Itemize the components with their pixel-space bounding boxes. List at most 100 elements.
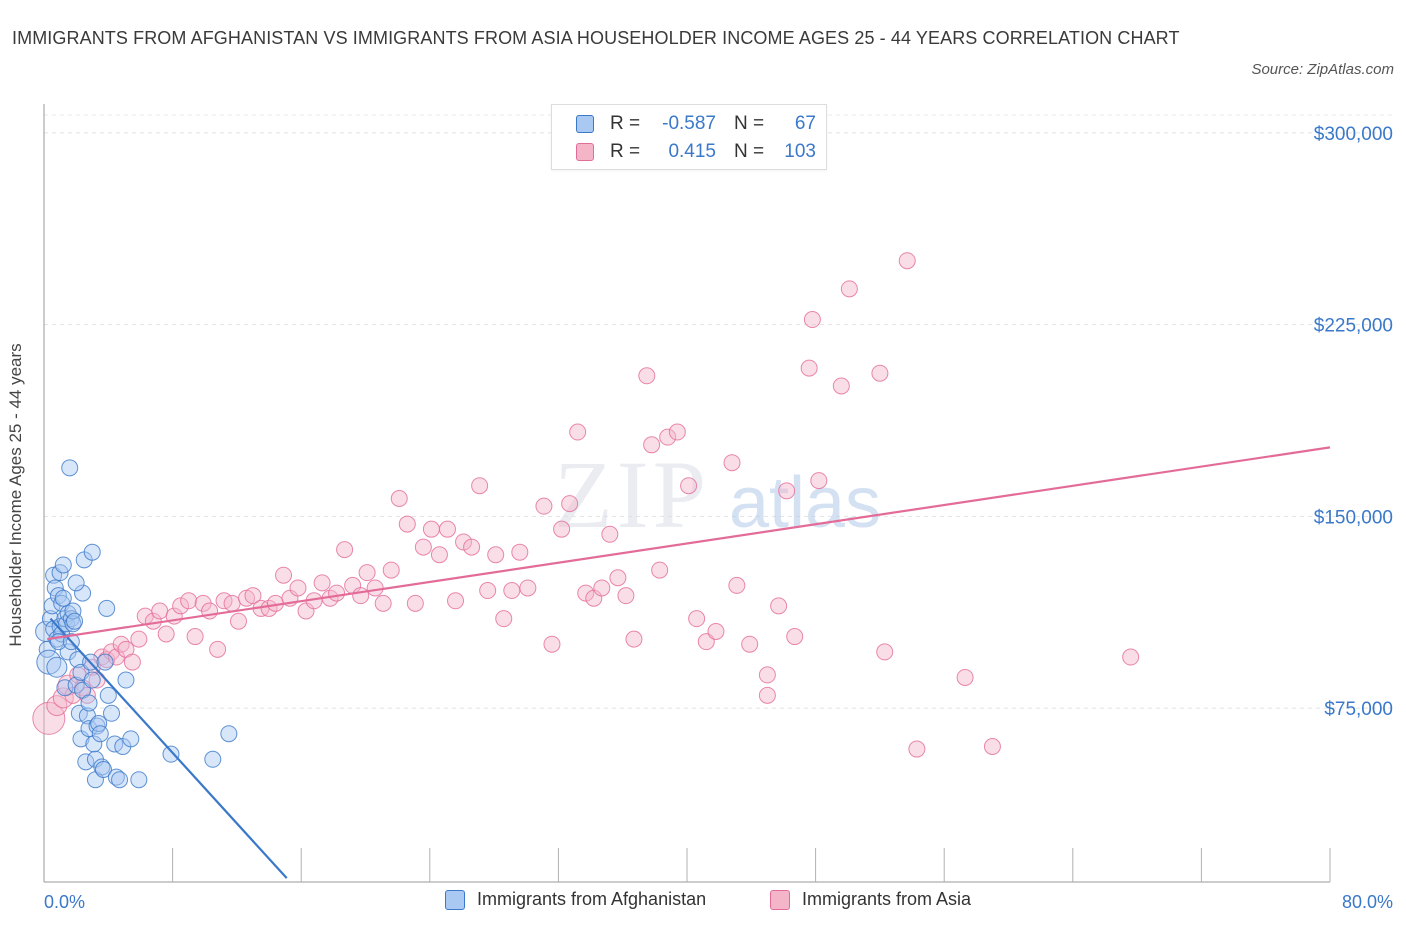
point-asia — [643, 436, 661, 454]
swatch-afghanistan — [576, 115, 594, 133]
point-asia — [786, 628, 804, 646]
point-asia — [223, 594, 241, 612]
point-asia — [601, 525, 619, 543]
point-afghanistan — [96, 653, 114, 671]
point-asia — [230, 612, 248, 630]
point-afghanistan — [93, 758, 111, 776]
point-asia — [535, 497, 553, 515]
point-asia — [209, 640, 227, 658]
point-afghanistan — [98, 599, 116, 617]
point-asia — [511, 543, 529, 561]
n-label: N = — [734, 141, 765, 162]
point-afghanistan — [54, 556, 72, 574]
point-asia — [463, 538, 481, 556]
legend-label-asia: Immigrants from Asia — [802, 889, 972, 909]
point-afghanistan — [91, 725, 109, 743]
point-asia — [479, 582, 497, 600]
n-label: N = — [734, 113, 765, 134]
point-asia — [840, 280, 858, 298]
point-asia — [186, 628, 204, 646]
point-afghanistan — [130, 771, 148, 789]
point-asia — [577, 584, 595, 602]
legend-item-asia[interactable]: Immigrants from Asia — [770, 889, 971, 910]
point-asia — [336, 541, 354, 559]
r-label: R = — [610, 113, 641, 134]
point-asia — [680, 477, 698, 495]
point-asia — [487, 546, 505, 564]
point-asia — [638, 367, 656, 385]
watermark-zip: ZIP — [554, 441, 710, 548]
point-asia — [593, 579, 611, 597]
point-asia — [328, 584, 346, 602]
point-asia — [609, 569, 627, 587]
point-asia — [289, 579, 307, 597]
n-value-afghanistan: 67 — [794, 113, 816, 134]
r-value-afghanistan: -0.587 — [662, 113, 716, 134]
point-afghanistan — [117, 671, 135, 689]
point-asia — [625, 630, 643, 648]
chart-title: IMMIGRANTS FROM AFGHANISTAN VS IMMIGRANT… — [12, 28, 1180, 48]
point-afghanistan — [66, 612, 84, 630]
stats-row-afghanistan: R = -0.587 N = 67 — [576, 112, 816, 136]
point-asia — [800, 359, 818, 377]
y-tick-labels: $75,000 $150,000 $225,000 $300,000 — [1314, 124, 1393, 720]
legend-swatch-asia — [770, 889, 790, 910]
point-afghanistan — [77, 753, 95, 771]
point-asia — [447, 592, 465, 610]
point-afghanistan — [162, 745, 180, 763]
point-afghanistan — [46, 656, 68, 678]
trend-lines — [47, 446, 1331, 879]
series-asia — [32, 252, 1140, 758]
x-tick-label-min: 0.0% — [44, 892, 85, 912]
legend-swatch-afghanistan — [445, 889, 465, 910]
swatch-asia — [576, 143, 594, 161]
y-tick-label: $225,000 — [1314, 316, 1393, 337]
point-asia — [832, 377, 850, 395]
point-asia — [366, 579, 384, 597]
legend-item-afghanistan[interactable]: Immigrants from Afghanistan — [445, 889, 706, 910]
point-afghanistan — [103, 704, 121, 722]
point-asia — [130, 630, 148, 648]
point-asia — [93, 648, 111, 666]
point-asia — [374, 594, 392, 612]
point-afghanistan — [85, 735, 103, 753]
point-asia — [455, 533, 473, 551]
trend-line-afghanistan — [49, 617, 288, 879]
point-asia — [803, 311, 821, 329]
point-asia — [495, 610, 513, 628]
stats-legend: R = -0.587 N = 67 R = 0.415 N = 103 — [551, 104, 827, 170]
point-asia — [778, 482, 796, 500]
point-asia — [810, 472, 828, 490]
point-afghanistan — [122, 730, 140, 748]
point-asia — [414, 538, 432, 556]
series-legend: Immigrants from Afghanistan Immigrants f… — [0, 889, 1406, 915]
point-asia — [390, 490, 408, 507]
point-asia — [438, 520, 456, 538]
point-asia — [617, 587, 635, 605]
point-asia — [519, 579, 537, 597]
source-label: Source: ZipAtlas.com — [1251, 61, 1394, 78]
point-asia — [244, 587, 262, 605]
point-afghanistan — [94, 761, 112, 779]
point-asia — [758, 666, 776, 684]
trend-line-asia — [47, 446, 1331, 641]
point-asia — [956, 668, 974, 686]
point-asia — [561, 495, 579, 513]
point-asia — [668, 423, 686, 441]
stats-row-asia: R = 0.415 N = 103 — [576, 140, 816, 164]
point-asia — [275, 566, 293, 584]
point-asia — [406, 594, 424, 612]
x-tick-label-max: 80.0% — [1342, 892, 1393, 912]
point-afghanistan — [64, 615, 82, 633]
point-asia — [871, 364, 889, 382]
series-afghanistan — [35, 459, 238, 789]
point-asia — [651, 561, 669, 579]
point-asia — [908, 740, 926, 758]
point-asia — [151, 602, 169, 620]
point-asia — [543, 635, 561, 653]
point-afghanistan — [74, 584, 92, 602]
point-asia — [723, 454, 741, 472]
point-asia — [569, 423, 587, 441]
point-asia — [898, 252, 916, 270]
point-afghanistan — [83, 543, 101, 561]
